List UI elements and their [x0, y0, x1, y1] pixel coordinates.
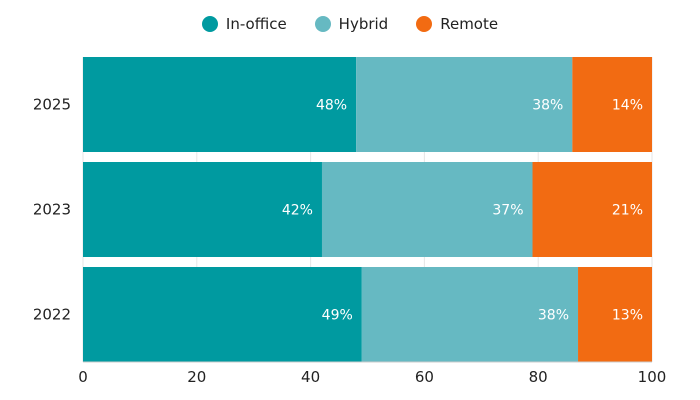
- data-label-2022-hybrid: 38%: [538, 308, 569, 324]
- legend-item-in-office: In-office: [201, 15, 287, 33]
- legend-item-hybrid: Hybrid: [314, 15, 389, 33]
- data-label-2022-remote: 13%: [612, 308, 643, 324]
- legend-swatch-hybrid: [314, 16, 331, 32]
- data-label-2025-hybrid: 38%: [532, 98, 563, 114]
- category-label-2022: 2022: [33, 306, 71, 324]
- data-label-2023-remote: 21%: [612, 203, 643, 219]
- legend-swatch-remote: [416, 16, 433, 32]
- legend-label-in-office: In-office: [225, 15, 287, 33]
- category-label-2023: 2023: [33, 201, 71, 219]
- data-label-2022-in-office: 49%: [322, 308, 353, 324]
- legend-swatch-in-office: [201, 16, 218, 32]
- data-label-2025-remote: 14%: [612, 98, 643, 114]
- bar-2023-remote: [532, 162, 652, 257]
- x-tick-label-0: 0: [78, 368, 88, 386]
- data-label-2025-in-office: 48%: [316, 98, 347, 114]
- bar-2025-hybrid: [356, 57, 573, 152]
- data-label-2023-hybrid: 37%: [492, 203, 523, 219]
- bar-2023-hybrid: [321, 162, 533, 257]
- legend: In-office Hybrid Remote: [0, 15, 700, 33]
- data-label-2023-in-office: 42%: [282, 203, 313, 219]
- bar-2022-remote: [578, 267, 652, 362]
- x-tick-label-80: 80: [529, 368, 548, 386]
- x-tick-label-60: 60: [415, 368, 434, 386]
- bar-2022-in-office: [83, 267, 362, 362]
- bar-2025-remote: [572, 57, 652, 152]
- category-label-2025: 2025: [33, 96, 71, 114]
- x-tick-label-40: 40: [301, 368, 320, 386]
- bar-2022-hybrid: [361, 267, 579, 362]
- bar-2025-in-office: [83, 57, 357, 152]
- legend-label-hybrid: Hybrid: [338, 15, 389, 33]
- legend-item-remote: Remote: [416, 15, 498, 33]
- bar-2023-in-office: [83, 162, 322, 257]
- x-tick-label-20: 20: [187, 368, 206, 386]
- x-tick-label-100: 100: [638, 368, 667, 386]
- legend-label-remote: Remote: [440, 15, 499, 33]
